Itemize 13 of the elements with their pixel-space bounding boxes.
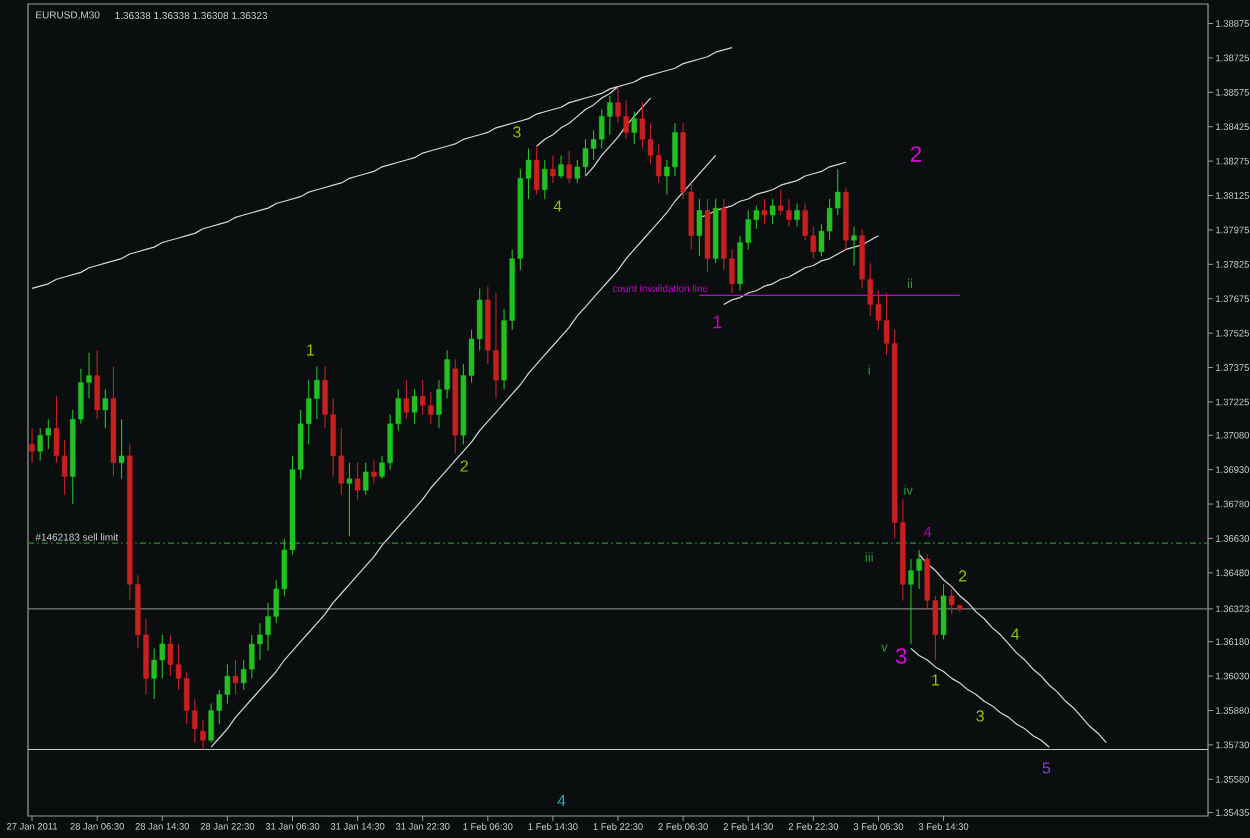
annotation: 3 xyxy=(895,648,907,664)
annotation: 2 xyxy=(910,146,921,162)
annotation: 3 xyxy=(513,126,521,138)
annotation: 4 xyxy=(1011,628,1020,640)
annotation: 1 xyxy=(713,315,722,329)
annotation: 2 xyxy=(460,460,468,472)
annotation: 1 xyxy=(932,674,940,686)
annotation: 2 xyxy=(958,570,967,582)
annotation: 1 xyxy=(307,344,315,356)
annotation: 3 xyxy=(976,710,984,722)
annotation: 4 xyxy=(557,795,566,807)
annotation: 5 xyxy=(1042,762,1051,774)
annotation: 4 xyxy=(553,200,562,212)
